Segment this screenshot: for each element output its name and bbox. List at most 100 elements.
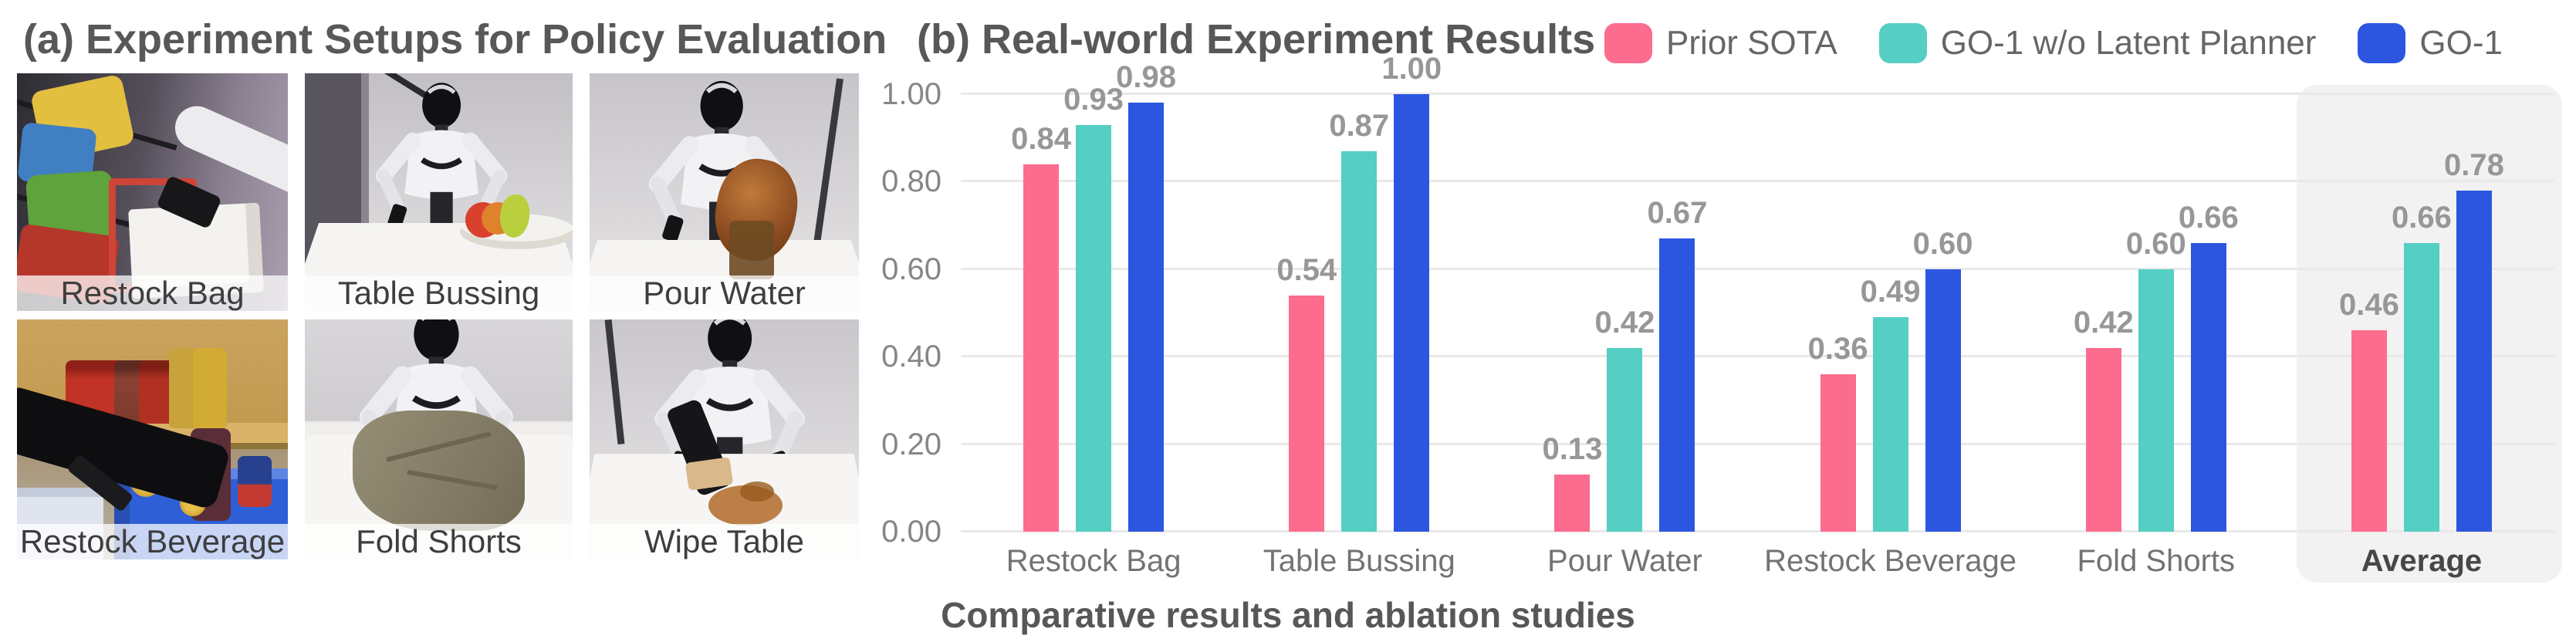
bar-group-average: 0.46 0.66 0.78 Average <box>2289 94 2554 578</box>
bars-row: 0.42 0.60 0.66 <box>2023 94 2289 532</box>
bar-prior-sota-3 <box>1820 373 1856 532</box>
legend-item-prior-sota: Prior SOTA <box>1604 23 1837 63</box>
bar-value-label: 0.78 <box>2444 147 2504 182</box>
bar-slot: 0.13 <box>1542 94 1602 532</box>
y-tick-label-0.80: 0.80 <box>881 164 941 199</box>
bar-prior-sota-0 <box>1023 164 1060 532</box>
bars-row: 0.36 0.49 0.60 <box>1758 94 2023 532</box>
bar-group-fold-shorts: 0.42 0.60 0.66 Fold Shorts <box>2023 94 2289 578</box>
bar-value-label: 0.49 <box>1860 275 1921 309</box>
category-label-restock-beverage: Restock Beverage <box>1764 544 2017 578</box>
bottle-shape <box>193 348 228 429</box>
bar-slot: 0.78 <box>2444 94 2504 532</box>
bar-go-1-w-o-latent-planner-3 <box>1872 317 1908 532</box>
y-tick-label-0.00: 0.00 <box>881 515 941 549</box>
bar-slot: 1.00 <box>1381 52 1442 532</box>
bar-slot: 0.54 <box>1276 94 1337 532</box>
gridline-0.40 <box>961 355 2554 358</box>
photo-label-strip: Table Bussing <box>305 275 573 311</box>
category-label-pour-water: Pour Water <box>1547 544 1702 578</box>
legend-label: Prior SOTA <box>1666 24 1837 62</box>
cola-can-shape <box>138 360 174 424</box>
setup-photo-fold-shorts: Fold Shorts <box>305 319 573 559</box>
gridline-0.60 <box>961 267 2554 270</box>
legend-swatch-prior-sota <box>1604 23 1653 63</box>
bar-go-1-w-o-latent-planner-0 <box>1076 124 1112 532</box>
bar-slot: 0.66 <box>2392 94 2452 532</box>
y-tick-label-0.20: 0.20 <box>881 427 941 461</box>
bar-value-label: 0.60 <box>2125 226 2186 261</box>
photo-label: Pour Water <box>643 275 806 311</box>
bar-value-label: 0.13 <box>1542 432 1603 467</box>
cup-shape <box>729 220 775 279</box>
figure-caption: Comparative results and ablation studies <box>941 595 1635 635</box>
bar-slot: 0.60 <box>2126 94 2186 532</box>
bar-go-1-w-o-latent-planner-1 <box>1341 150 1378 532</box>
bar-go-1-w-o-latent-planner-4 <box>2138 269 2174 532</box>
bar-slot: 0.42 <box>2074 94 2134 532</box>
bar-group-restock-bag: 0.84 0.93 0.98 Restock Bag <box>961 60 1226 578</box>
bar-slot: 0.60 <box>1913 94 1973 532</box>
photo-label-strip: Restock Bag <box>17 275 288 311</box>
gridline-0.80 <box>961 180 2554 183</box>
bar-slot: 0.36 <box>1808 94 1868 532</box>
photo-label-strip: Restock Beverage <box>17 524 288 559</box>
bar-group-table-bussing: 0.54 0.87 1.00 Table Bussing <box>1226 52 1492 578</box>
setup-photo-restock-beverage: Restock Beverage <box>17 319 288 559</box>
gridline-1.00 <box>961 93 2554 95</box>
legend-item-go1: GO-1 <box>2358 23 2503 63</box>
photo-label-strip: Fold Shorts <box>305 524 573 559</box>
bars-row: 0.13 0.42 0.67 <box>1492 94 1757 532</box>
y-tick-label-0.60: 0.60 <box>881 252 941 286</box>
legend-label: GO-1 <box>2419 24 2503 62</box>
gridline-0.20 <box>961 442 2554 445</box>
panel-a-title: (a) Experiment Setups for Policy Evaluat… <box>23 16 887 63</box>
bar-go-1-5 <box>2456 190 2492 532</box>
photo-label: Table Bussing <box>337 275 540 311</box>
bars-row: 0.84 0.93 0.98 <box>961 60 1226 532</box>
bar-slot: 0.67 <box>1647 94 1707 532</box>
legend-item-go1-wo-latent-planner: GO-1 w/o Latent Planner <box>1878 23 2317 63</box>
shorts-shape <box>353 411 525 531</box>
gridline-0.00 <box>961 530 2554 532</box>
bar-value-label: 0.46 <box>2339 288 2399 323</box>
bar-group-restock-beverage: 0.36 0.49 0.60 Restock Beverage <box>1758 94 2023 578</box>
bar-value-label: 0.66 <box>2178 200 2239 235</box>
experiment-setup-photo-grid: Restock Bag Table Bussing Pour Water <box>17 73 859 559</box>
mic-pole-shape <box>604 319 625 444</box>
bar-value-label: 0.98 <box>1116 60 1177 95</box>
grouped-bar-chart: 0.00 0.20 0.40 0.60 0.80 1.00 0.84 0.93 0.98 Rest… <box>881 52 2562 583</box>
category-label-table-bussing: Table Bussing <box>1263 544 1455 578</box>
photo-label: Fold Shorts <box>356 523 522 559</box>
panel-b-title: (b) Real-world Experiment Results <box>917 16 1596 63</box>
bar-go-1-0 <box>1128 103 1165 532</box>
category-label-average: Average <box>2361 544 2483 578</box>
bar-go-1-w-o-latent-planner-2 <box>1607 347 1643 532</box>
bar-prior-sota-5 <box>2351 330 2387 532</box>
bar-group-pour-water: 0.13 0.42 0.67 Pour Water <box>1492 94 1757 578</box>
setup-photo-restock-bag: Restock Bag <box>17 73 288 311</box>
bar-value-label: 0.36 <box>1807 331 1868 366</box>
photo-label-strip: Pour Water <box>590 275 859 311</box>
soda-can-shape <box>237 455 272 507</box>
photo-label: Wipe Table <box>644 523 804 559</box>
photo-label: Restock Bag <box>60 275 245 311</box>
bar-slot: 0.84 <box>1011 94 1071 532</box>
bar-go-1-1 <box>1394 94 1430 532</box>
bar-value-label: 0.42 <box>1594 305 1655 340</box>
bar-prior-sota-2 <box>1554 475 1591 532</box>
bar-value-label: 0.84 <box>1011 121 1072 156</box>
bar-value-label: 0.60 <box>1912 226 1973 261</box>
bar-prior-sota-4 <box>2085 347 2121 532</box>
bar-go-1-w-o-latent-planner-5 <box>2403 242 2439 532</box>
legend-swatch-go1-wo-latent-planner <box>1878 23 1927 63</box>
bar-value-label: 0.54 <box>1276 252 1337 287</box>
y-tick-label-1.00: 1.00 <box>881 77 941 111</box>
setup-photo-pour-water: Pour Water <box>590 73 859 311</box>
legend-label: GO-1 w/o Latent Planner <box>1940 24 2317 62</box>
setup-photo-wipe-table: Wipe Table <box>590 319 859 559</box>
bar-slot: 0.87 <box>1329 94 1389 532</box>
setup-photo-table-bussing: Table Bussing <box>305 73 573 311</box>
bar-value-label: 0.87 <box>1329 108 1390 143</box>
sponge-shape <box>685 456 733 491</box>
